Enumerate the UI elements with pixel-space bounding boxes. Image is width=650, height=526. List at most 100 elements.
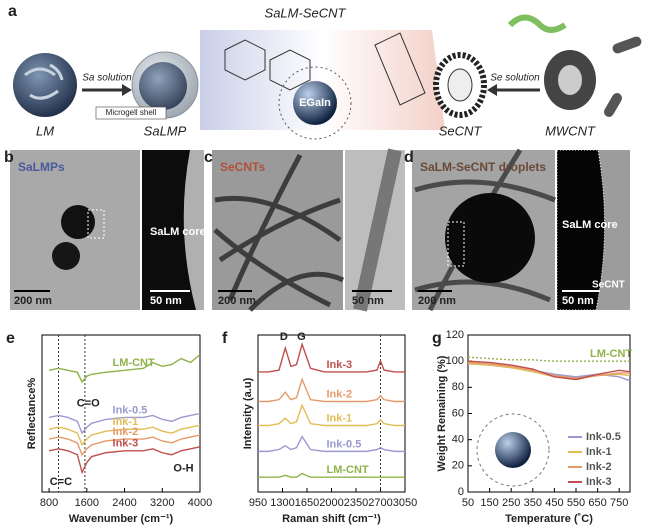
arrowhead <box>122 84 132 96</box>
label: SaLM-SeCNT droplets <box>420 160 546 174</box>
panel-label: e <box>6 330 15 347</box>
series-line <box>48 434 201 457</box>
series-line <box>467 360 631 381</box>
band <box>200 30 445 130</box>
x-axis-label: Temperature (˚C) <box>505 513 593 525</box>
series-line <box>48 424 201 447</box>
x-tick-label: 800 <box>40 497 58 509</box>
panel-d: d SaLM-SeCNT droplets SaLM core SeCNT 20… <box>404 148 630 312</box>
panel-b: b SaLMPs SaLM core 200 nm 50 nm <box>4 149 206 310</box>
lm-sphere <box>13 53 77 117</box>
core <box>556 149 606 311</box>
series-line <box>48 412 201 435</box>
y-tick-label: 0 <box>458 486 464 498</box>
panel-label: f <box>222 330 228 347</box>
x-tick-label: 550 <box>567 497 585 509</box>
panel-c: c SeCNTs 200 nm 50 nm <box>204 148 405 312</box>
zoom-box <box>87 209 105 239</box>
series-label: Ink-3 <box>327 359 353 371</box>
x-tick-label: 2350 <box>344 497 368 509</box>
annotation: G <box>297 331 306 343</box>
particle <box>52 242 80 270</box>
x-tick-label: 3050 <box>393 497 417 509</box>
series-line <box>258 472 405 478</box>
shell-box <box>95 106 167 120</box>
label: SeCNT <box>592 280 625 291</box>
y-axis-label: Intensity (a.u) <box>242 377 254 449</box>
y-tick-label: 120 <box>446 329 464 341</box>
arrowhead <box>487 84 497 96</box>
label: SaLMPs <box>18 160 65 174</box>
x-tick-label: 450 <box>545 497 563 509</box>
label: SeCNTs <box>220 160 265 174</box>
y-axis-label: Weight Remaining (%) <box>436 355 448 471</box>
tube-zoom <box>353 148 402 312</box>
series-label: Ink-1 <box>113 416 139 428</box>
label: SaLM-SeCNT <box>265 5 347 20</box>
x-tick-label: 3200 <box>150 497 174 509</box>
series-line <box>467 361 630 379</box>
mwcnt-core <box>558 65 582 95</box>
annotation: C=C <box>50 476 72 488</box>
x-tick-label: 1300 <box>270 497 294 509</box>
secnt-core <box>447 68 473 102</box>
x-tick-label: 650 <box>588 497 606 509</box>
label: LM <box>36 123 54 138</box>
label: SaLMP <box>144 123 187 138</box>
y-axis-label: Reflectance% <box>26 378 38 450</box>
series-line <box>258 435 405 453</box>
series-line <box>48 354 201 384</box>
salmp-core <box>139 62 187 110</box>
polymer <box>507 14 567 33</box>
x-tick-label: 4000 <box>188 497 212 509</box>
series-label: Ink-0.5 <box>327 438 362 450</box>
x-tick-label: 2000 <box>319 497 343 509</box>
series-line <box>467 363 631 381</box>
series-label: Ink-2 <box>327 388 353 400</box>
droplet <box>445 193 535 283</box>
y-tick-label: 40 <box>452 434 464 446</box>
particle <box>61 205 95 239</box>
legend-label: Ink-2 <box>586 461 612 473</box>
annotation: O-H <box>173 462 193 474</box>
cnt <box>604 93 622 117</box>
label: Microgell shell <box>106 108 157 117</box>
series-label: Ink-1 <box>327 412 353 424</box>
scale-label: 200 nm <box>14 295 52 307</box>
panel-label: c <box>204 149 213 166</box>
scale-label: 50 nm <box>150 295 182 307</box>
annotation: C=O <box>77 398 100 410</box>
label: SaLM core <box>150 226 206 238</box>
x-tick-label: 150 <box>480 497 498 509</box>
panel-label: d <box>404 149 414 166</box>
x-tick-label: 2400 <box>112 497 136 509</box>
legend-label: Ink-0.5 <box>586 431 621 443</box>
egain-sphere <box>293 81 337 125</box>
series-line <box>258 341 405 373</box>
x-tick-label: 950 <box>249 497 267 509</box>
scale-label: 50 nm <box>352 295 384 307</box>
series-label: LM-CNT <box>113 357 155 369</box>
x-tick-label: 50 <box>462 497 474 509</box>
label: SaLM core <box>562 219 618 231</box>
cnt-sheet <box>374 32 426 106</box>
x-tick-label: 350 <box>524 497 542 509</box>
legend-label: Ink-3 <box>586 476 612 488</box>
x-axis-label: Raman shift (cm⁻¹) <box>282 513 381 525</box>
y-tick-label: 80 <box>452 381 464 393</box>
series-line <box>258 377 405 403</box>
tubes <box>213 153 345 312</box>
inset-ring <box>476 413 550 487</box>
series-line <box>467 356 630 362</box>
panel-a: a LM Sa solution Microgell shell SaLMP S… <box>8 3 642 140</box>
label: Se solution <box>490 73 540 84</box>
series-label: Ink-0.5 <box>113 404 148 416</box>
series-line <box>48 446 201 475</box>
ga-ring <box>278 66 352 140</box>
y-tick-label: 20 <box>452 460 464 472</box>
panel-label: g <box>432 330 442 347</box>
series-label: Ink-2 <box>113 426 139 438</box>
series-label: LM-CNT <box>590 348 632 360</box>
x-tick-label: 250 <box>502 497 520 509</box>
